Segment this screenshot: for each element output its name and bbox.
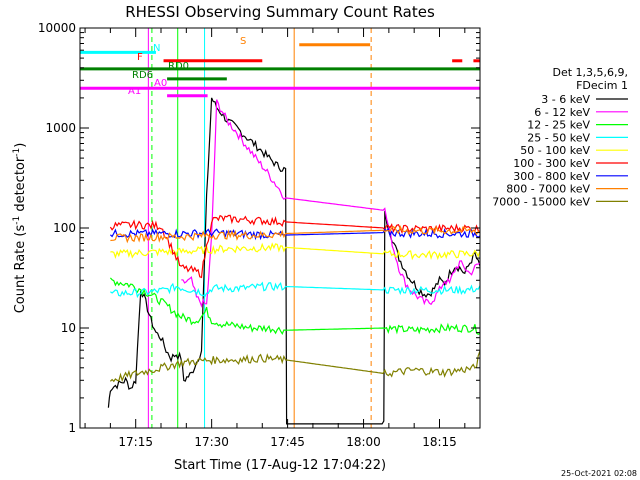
timestamp: 25-Oct-2021 02:08: [561, 469, 637, 478]
x-axis-label: Start Time (17-Aug-12 17:04:22): [174, 458, 386, 473]
series-line-2: [109, 277, 480, 335]
y-tick-label: 1: [68, 421, 76, 435]
series-line-7: [110, 225, 480, 244]
y-tick-label: 10: [61, 321, 76, 335]
flag-label-rd6: RD6: [132, 70, 153, 81]
legend-label-0: 3 - 6 keV: [541, 93, 590, 106]
series-line-8: [109, 350, 480, 383]
legend-label-2: 12 - 25 keV: [527, 119, 590, 132]
flag-label-rd0: RD0: [168, 61, 189, 72]
legend-label-5: 100 - 300 keV: [513, 157, 590, 170]
legend-label-6: 300 - 800 keV: [513, 170, 590, 183]
x-tick-label: 18:00: [346, 435, 381, 449]
y-tick-label: 1000: [45, 121, 76, 135]
x-tick-label: 18:15: [422, 435, 457, 449]
flag-label-a1: A1: [128, 86, 141, 97]
flag-label-s: S: [240, 36, 246, 47]
legend-label-4: 50 - 100 keV: [520, 144, 590, 157]
series-line-1: [181, 99, 480, 308]
legend-label-1: 6 - 12 keV: [534, 106, 590, 119]
series-line-3: [110, 281, 480, 299]
series-line-4: [110, 242, 480, 261]
legend-header-line-1: Det 1,3,5,6,9,: [552, 66, 628, 79]
flag-label-n: N: [153, 43, 160, 54]
series-line-0: [107, 97, 480, 425]
legend-header-line-2: FDecim 1: [576, 79, 628, 92]
flag-label-f: F: [137, 52, 143, 63]
series-line-5: [109, 214, 480, 279]
y-tick-label: 100: [53, 221, 76, 235]
flag-label-a0: A0: [154, 78, 167, 89]
x-tick-label: 17:45: [270, 435, 305, 449]
x-tick-label: 17:15: [118, 435, 153, 449]
y-tick-label: 10000: [38, 21, 76, 35]
legend-label-7: 800 - 7000 keV: [506, 183, 590, 196]
y-axis-label: Count Rate (s-1 detector-1): [12, 143, 28, 314]
legend-label-8: 7000 - 15000 keV: [492, 195, 590, 208]
chart-title: RHESSI Observing Summary Count Rates: [125, 3, 435, 21]
legend-label-3: 25 - 50 keV: [527, 131, 590, 144]
x-tick-label: 17:30: [194, 435, 229, 449]
